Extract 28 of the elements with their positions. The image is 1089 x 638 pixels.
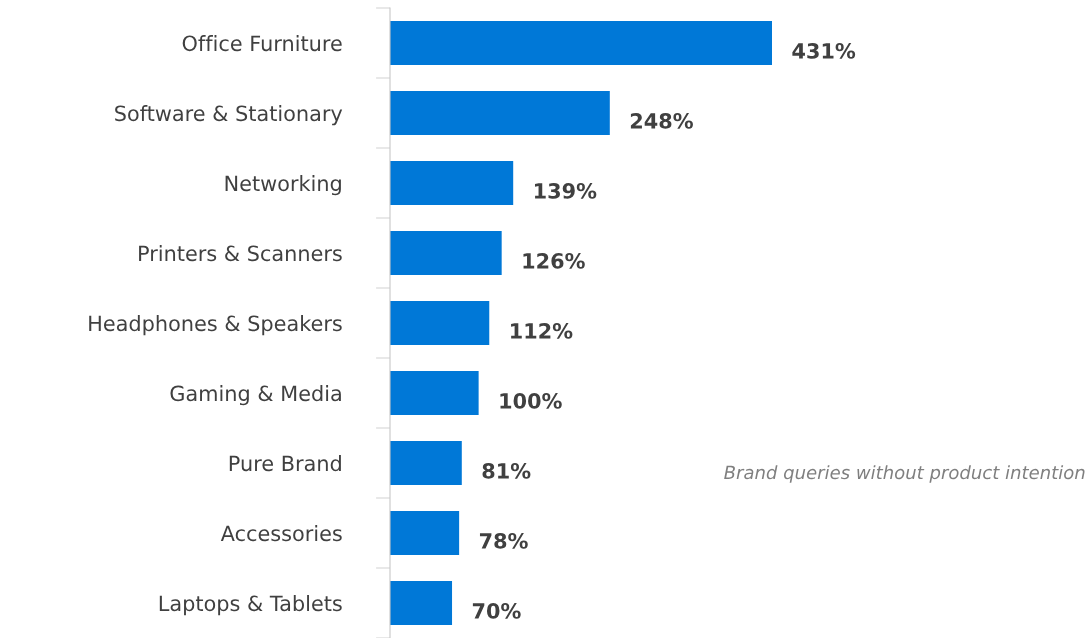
bar xyxy=(390,230,502,276)
y-tick-label: Pure Brand xyxy=(229,455,341,472)
y-tick-label: Headphones & Speakers xyxy=(89,315,342,336)
data-label: 431% xyxy=(792,43,856,59)
data-label: 100% xyxy=(500,393,562,409)
data-label: 81% xyxy=(482,463,531,479)
annotation: Brand queries without product intention xyxy=(724,465,1085,483)
y-tick-label: Networking xyxy=(225,175,341,196)
y-tick-label: Software & Stationary xyxy=(115,105,343,126)
y-tick-label: Accessories xyxy=(220,525,342,542)
data-label: 78% xyxy=(479,533,528,549)
bar xyxy=(390,90,610,136)
y-tick-label: Printers & Scanners xyxy=(139,245,342,262)
data-label: 112% xyxy=(511,323,573,339)
y-tick-label: Gaming & Media xyxy=(170,385,341,406)
y-tick-label: Office Furniture xyxy=(182,35,342,52)
data-label: 139% xyxy=(534,183,597,199)
bar xyxy=(390,510,460,556)
data-label: 248% xyxy=(630,113,693,129)
bar xyxy=(390,580,453,626)
bar xyxy=(390,300,490,346)
bar xyxy=(390,160,514,206)
data-label: 70% xyxy=(472,603,521,619)
bar xyxy=(390,440,462,486)
data-label: 126% xyxy=(523,253,585,269)
bar xyxy=(390,370,479,416)
bar xyxy=(390,20,772,66)
y-tick-label: Laptops & Tablets xyxy=(159,595,342,616)
